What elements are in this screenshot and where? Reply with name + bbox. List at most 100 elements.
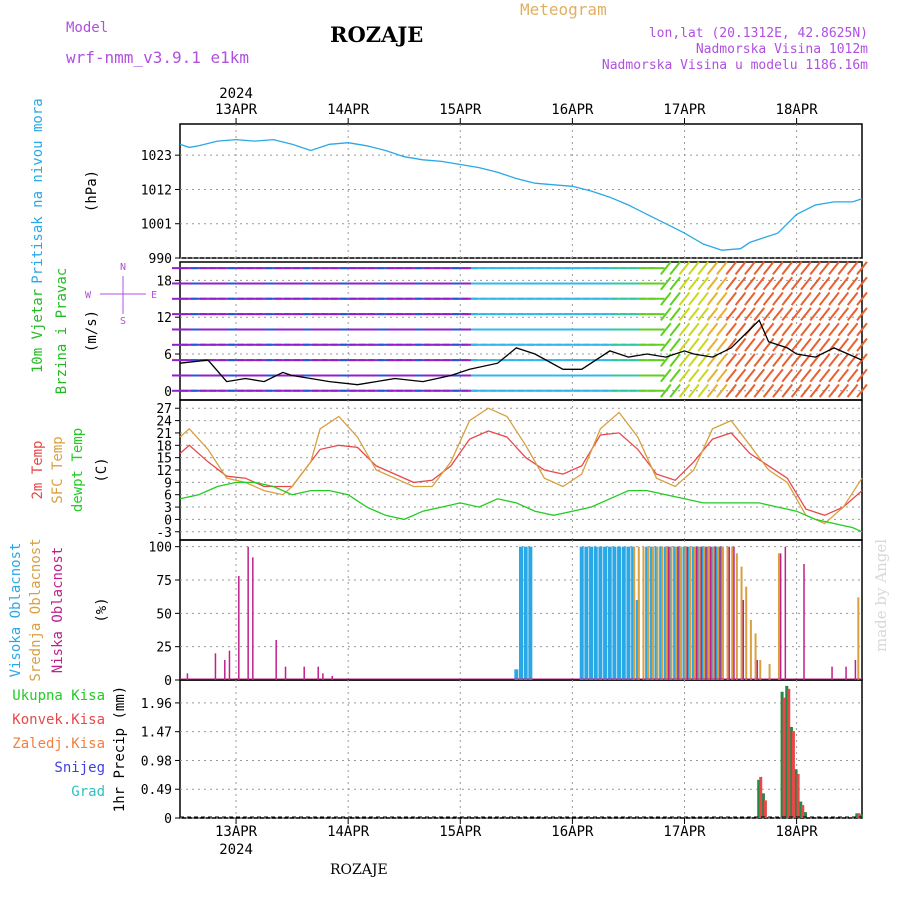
altitude: Nadmorska Visina 1012m [695,42,868,57]
wind-barb [781,322,794,337]
y-tick-label: 0 [164,812,172,827]
wind-barb [744,368,756,383]
wind-barb [725,276,737,291]
wind-barb [856,353,868,368]
x-tick-label-bottom: 13APR [215,824,258,840]
wind-barb [800,368,812,383]
pressure-title: Pritisak na nivou mora [30,98,46,283]
wind-barb [660,368,672,383]
wind-barb [744,307,756,322]
wind-barb [781,368,794,383]
wind-barb [716,383,728,398]
wind-barb [762,337,775,352]
wind-barb [856,383,868,398]
cloud-bar [670,546,673,680]
precip-bar [757,779,761,818]
wind-barb [856,337,868,352]
precip-bar [763,800,767,818]
y-tick-label: 990 [149,252,172,267]
pressure-unit: (hPa) [84,170,100,212]
cloud-bar [523,546,528,680]
precip-bar [860,814,863,818]
wind-barb [706,322,719,337]
cloud-bar [756,660,759,680]
cloud-bar [677,546,679,680]
wind-barb [837,276,850,291]
wind-title: 10m Vjetar [30,289,46,373]
wind-barb [828,261,840,276]
x-tick-label-bottom: 16APR [551,824,594,840]
wind-barb [837,322,850,337]
wind-barb [856,291,868,306]
wind-barb [697,337,709,352]
wind-barb [706,383,719,398]
temp-line-1 [179,407,863,525]
wind-barb [762,383,775,398]
cloud-bar [854,660,857,680]
wind-barb [790,337,803,352]
wind-barb [744,383,756,398]
cloud-bar [803,564,805,680]
cloud-bar [857,597,860,680]
wind-barb [818,337,831,352]
wind-barb [846,261,859,276]
precip-legend: Zaledj.Kisa [12,736,105,752]
x-tick-label-bottom: 18APR [776,824,819,840]
precip-bar [761,793,765,818]
wind-barb [772,322,784,337]
cloud-bar [603,546,608,680]
precip-legend: Grad [71,784,105,800]
cloud-bar [617,546,622,680]
cloud-bar [612,546,617,680]
wind-barb [772,353,784,368]
wind-barb [678,307,691,322]
footer-location: ROZAJE [330,862,388,878]
wind-barb [818,322,831,337]
cloud-bar [745,586,748,680]
wind-barb [762,291,775,306]
wind-barb [800,337,812,352]
precip-legend: Ukupna Kisa [12,688,105,704]
wind-barb [660,291,672,306]
wind-barb [800,291,812,306]
cloud-bar [633,546,636,680]
wind-barb [856,322,868,337]
x-tick-label-top: 16APR [551,102,594,118]
wind-barb [734,322,747,337]
wind-barb [800,383,812,398]
cloud-bar [698,546,701,680]
cloud-bar [322,673,324,680]
wind-barb [846,353,859,368]
wind-barb [669,383,681,398]
wind-barb [856,307,868,322]
model-name: wrf-nmm_v3.9.1 e1km [66,48,250,67]
wind-barb [837,307,850,322]
cloud-bar [684,546,687,680]
y-tick-label: 21 [156,427,172,442]
wind-barb [744,291,756,306]
year-label-top: 2024 [219,86,253,102]
panel-frame [179,123,863,259]
wind-barb [818,368,831,383]
cloud-bar [703,546,706,680]
wind-barb [856,276,868,291]
wind-barb [669,322,681,337]
year-label-bottom: 2024 [219,842,253,858]
wind-barb [706,276,719,291]
wind-barb [828,322,840,337]
cloud-bar [740,566,743,680]
wind-barb [809,322,822,337]
wind-barb [856,261,868,276]
precip-bar [855,813,859,818]
wind-barb [856,368,868,383]
wind-barb [753,368,765,383]
y-tick-label: 0 [164,513,172,528]
location-title: ROZAJE [330,22,424,47]
compass-e: E [151,290,157,301]
wind-barb [809,337,822,352]
cloud-bar [845,666,847,680]
low-cloud-title: Niska Oblacnost [50,547,66,673]
cloud-bar [214,653,217,680]
wind-barb [716,307,728,322]
y-tick-label: 12 [156,464,172,479]
